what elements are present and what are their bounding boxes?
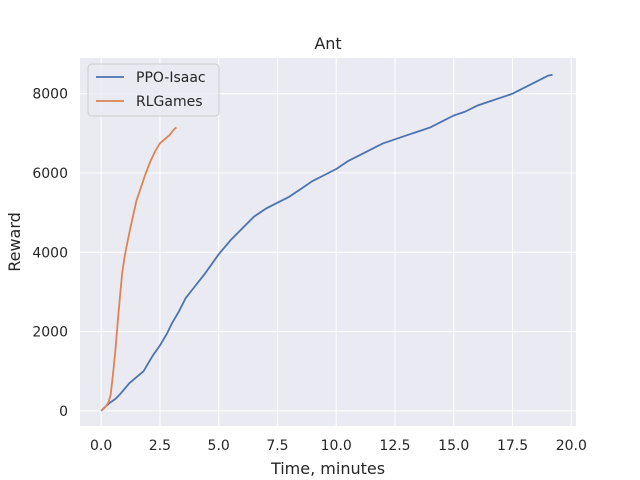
x-tick-label: 12.5 [379, 438, 410, 454]
legend: PPO-Isaac RLGames [87, 63, 220, 117]
grid [80, 58, 576, 426]
x-tick-label: 17.5 [497, 438, 528, 454]
chart-title: Ant [314, 34, 341, 53]
series-line-ppo-isaac [100, 73, 553, 412]
y-tick-labels: 0 2000 4000 6000 8000 [32, 87, 68, 420]
y-tick-label: 8000 [32, 87, 68, 103]
x-axis-label: Time, minutes [270, 459, 385, 478]
x-tick-labels: 0.0 2.5 5.0 7.5 10.0 12.5 15.0 17.5 20.0 [90, 438, 587, 454]
plot-area [80, 58, 576, 426]
y-tick-label: 4000 [32, 245, 68, 261]
y-tick-label: 6000 [32, 166, 68, 182]
series-line-rlgames [100, 126, 177, 412]
series-lines [100, 73, 553, 412]
legend-label-rlgames: RLGames [136, 94, 203, 110]
x-tick-label: 7.5 [266, 438, 288, 454]
x-tick-label: 10.0 [321, 438, 352, 454]
x-tick-label: 0.0 [90, 438, 112, 454]
x-tick-label: 15.0 [438, 438, 469, 454]
x-tick-label: 2.5 [149, 438, 171, 454]
y-axis-label: Reward [5, 212, 24, 272]
x-tick-label: 5.0 [208, 438, 230, 454]
y-tick-label: 2000 [32, 325, 68, 341]
legend-label-ppo-isaac: PPO-Isaac [136, 70, 206, 86]
x-tick-label: 20.0 [556, 438, 587, 454]
y-tick-label: 0 [59, 404, 68, 420]
